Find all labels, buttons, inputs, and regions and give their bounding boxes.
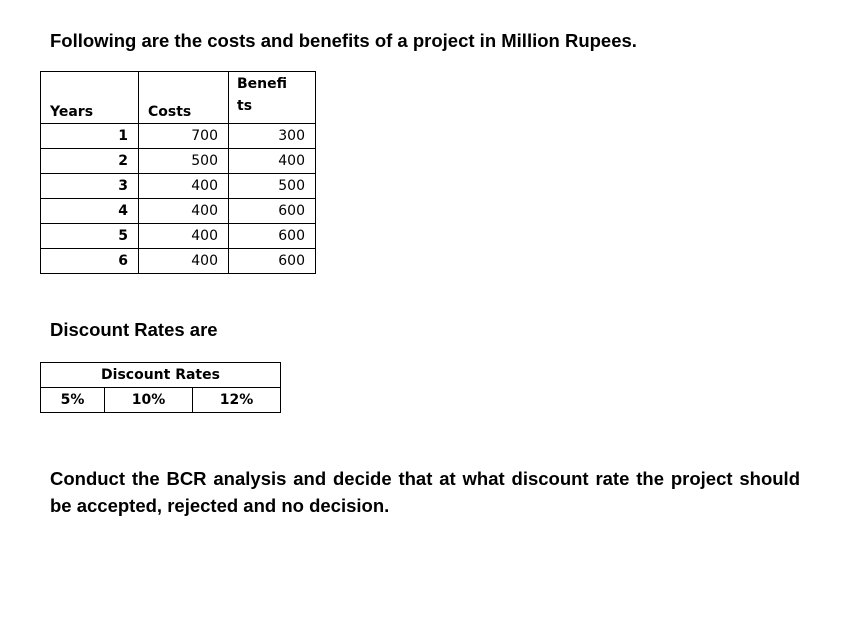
discount-rates-table: Discount Rates 5% 10% 12% (40, 362, 281, 413)
table-row: 6 400 600 (40, 248, 316, 274)
year-cell: 3 (40, 173, 139, 199)
cost-cell: 400 (138, 198, 229, 224)
cost-cell: 700 (138, 123, 229, 149)
discount-rates-header: Discount Rates (40, 362, 281, 388)
cost-cell: 500 (138, 148, 229, 174)
benefit-cell: 600 (228, 223, 316, 249)
benefit-cell: 400 (228, 148, 316, 174)
year-cell: 2 (40, 148, 139, 174)
table-header-row: Discount Rates (40, 362, 281, 388)
cost-cell: 400 (138, 223, 229, 249)
benefit-cell: 500 (228, 173, 316, 199)
header-years: Years (40, 71, 139, 124)
header-benefits-label: Benefits (237, 76, 288, 114)
table-row: 5 400 600 (40, 223, 316, 249)
header-costs: Costs (138, 71, 229, 124)
rate-cell: 12% (192, 387, 281, 413)
cost-cell: 400 (138, 173, 229, 199)
benefit-cell: 300 (228, 123, 316, 149)
benefit-cell: 600 (228, 198, 316, 224)
benefit-cell: 600 (228, 248, 316, 274)
year-cell: 1 (40, 123, 139, 149)
rate-cell: 5% (40, 387, 105, 413)
table-row: 3 400 500 (40, 173, 316, 199)
table-row: 1 700 300 (40, 123, 316, 149)
year-cell: 4 (40, 198, 139, 224)
year-cell: 5 (40, 223, 139, 249)
table-header-row: Years Costs Benefits (40, 71, 316, 124)
question-text: Conduct the BCR analysis and decide that… (50, 468, 800, 516)
rate-cell: 10% (104, 387, 193, 413)
header-benefits: Benefits (228, 71, 316, 124)
discount-rates-heading: Discount Rates are (50, 319, 218, 340)
table-row: 4 400 600 (40, 198, 316, 224)
table-row: 5% 10% 12% (40, 387, 281, 413)
page-title: Following are the costs and benefits of … (50, 30, 637, 51)
cost-cell: 400 (138, 248, 229, 274)
year-cell: 6 (40, 248, 139, 274)
table-row: 2 500 400 (40, 148, 316, 174)
cost-benefit-table: Years Costs Benefits 1 700 300 2 500 400… (40, 71, 316, 274)
